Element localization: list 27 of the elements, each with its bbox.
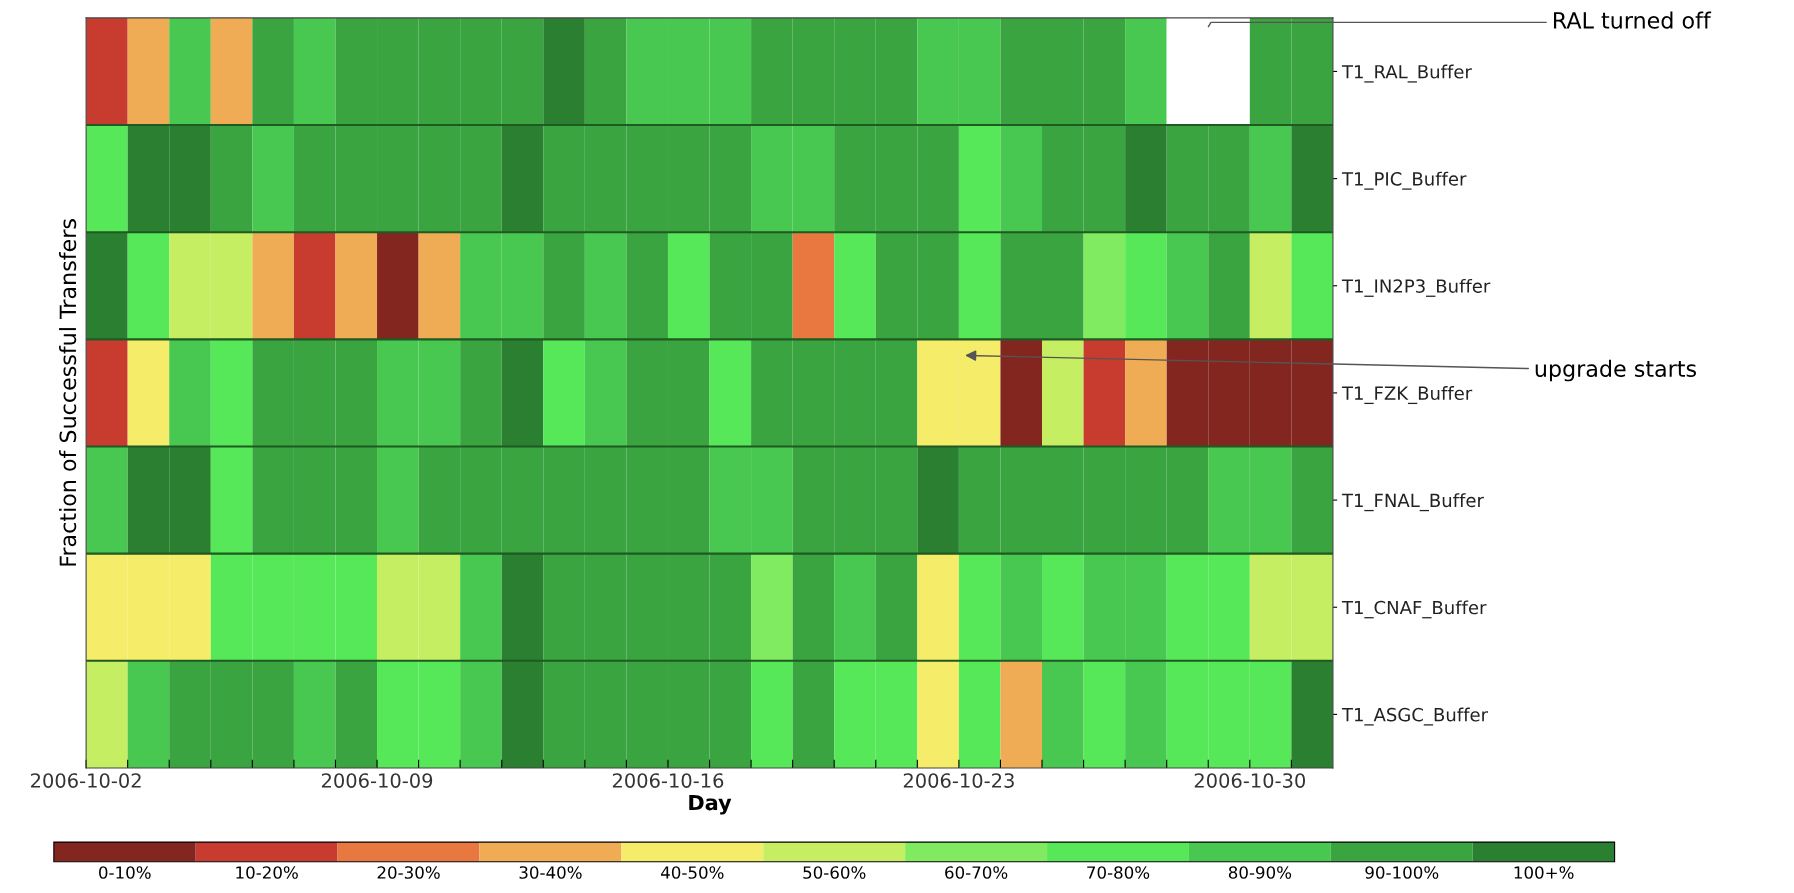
y-tick-label: T1_FNAL_Buffer xyxy=(1341,493,1484,512)
color-bar-label: 80-90% xyxy=(1228,866,1292,879)
color-bar-label: 90-100% xyxy=(1365,866,1439,879)
color-bar-label: 60-70% xyxy=(945,866,1008,879)
y-tick-label: T1_ASGC_Buffer xyxy=(1341,707,1489,726)
x-tick-label: 2006-10-02 xyxy=(31,773,141,788)
x-tick-label: 2006-10-16 xyxy=(612,773,724,788)
color-bar-label: 0-10% xyxy=(99,866,151,879)
color-bar-label: 30-40% xyxy=(519,866,582,879)
x-tick-label: 2006-10-23 xyxy=(903,773,1014,788)
color-bar-label: 70-80% xyxy=(1087,866,1150,879)
x-tick-label: 2006-10-30 xyxy=(1194,773,1306,788)
text: RAL turned off xyxy=(1553,11,1712,29)
color-bar-label: 100+% xyxy=(1514,866,1574,879)
color-bar-label: 20-30% xyxy=(377,866,440,879)
x-tick-label: 2006-10-09 xyxy=(321,773,433,788)
y-tick-label: T1_CNAF_Buffer xyxy=(1341,600,1487,619)
y-tick-label: T1_FZK_Buffer xyxy=(1341,386,1473,405)
y-axis-title: Fraction of Successful Transfers xyxy=(59,219,77,566)
text: upgrade starts xyxy=(1535,359,1697,382)
color-bar-label: 10-20% xyxy=(236,866,298,879)
color-bar-label: 40-50% xyxy=(661,866,724,879)
y-tick-label: T1_IN2P3_Buffer xyxy=(1341,278,1491,297)
y-tick-label: T1_PIC_Buffer xyxy=(1341,171,1467,190)
y-tick-label: T1_RAL_Buffer xyxy=(1341,64,1472,83)
color-bar-label: 50-60% xyxy=(803,866,866,879)
x-axis-title: Day xyxy=(689,794,732,815)
